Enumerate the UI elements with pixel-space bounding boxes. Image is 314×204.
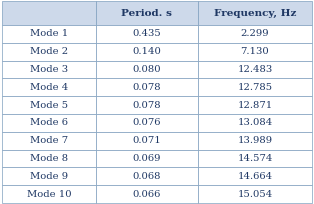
Bar [96,132,198,150]
Text: 0.140: 0.140 [133,47,161,56]
Bar [96,150,198,167]
Text: 15.054: 15.054 [237,190,273,198]
Text: Mode 10: Mode 10 [27,190,71,198]
Bar [96,1,198,25]
Text: Mode 9: Mode 9 [30,172,68,181]
Bar [2,150,96,167]
Text: 13.989: 13.989 [237,136,273,145]
Text: 0.069: 0.069 [133,154,161,163]
Bar [2,132,96,150]
Text: Mode 4: Mode 4 [30,83,68,92]
Text: 14.664: 14.664 [237,172,273,181]
Text: 0.068: 0.068 [133,172,161,181]
Text: Mode 3: Mode 3 [30,65,68,74]
Bar [2,61,96,78]
Text: Period. s: Period. s [122,9,172,18]
Text: 0.078: 0.078 [133,83,161,92]
Bar [96,61,198,78]
Bar [198,150,312,167]
Text: Mode 1: Mode 1 [30,29,68,38]
Bar [96,96,198,114]
Text: 0.066: 0.066 [133,190,161,198]
Text: Mode 6: Mode 6 [30,118,68,128]
Bar [96,167,198,185]
Text: 12.785: 12.785 [237,83,273,92]
Text: 0.078: 0.078 [133,101,161,110]
Text: 14.574: 14.574 [237,154,273,163]
Text: Mode 5: Mode 5 [30,101,68,110]
Bar [2,1,96,25]
Text: Frequency, Hz: Frequency, Hz [214,9,296,18]
Bar [198,61,312,78]
Bar [96,25,198,43]
Bar [198,114,312,132]
Bar [2,185,96,203]
Text: Mode 7: Mode 7 [30,136,68,145]
Bar [2,114,96,132]
Bar [96,185,198,203]
Bar [2,43,96,61]
Text: Mode 8: Mode 8 [30,154,68,163]
Text: 0.080: 0.080 [133,65,161,74]
Bar [198,167,312,185]
Bar [2,96,96,114]
Bar [2,25,96,43]
Text: 12.871: 12.871 [237,101,273,110]
Text: 7.130: 7.130 [241,47,269,56]
Bar [96,78,198,96]
Bar [96,114,198,132]
Text: 2.299: 2.299 [241,29,269,38]
Bar [198,1,312,25]
Text: 0.076: 0.076 [133,118,161,128]
Text: Mode 2: Mode 2 [30,47,68,56]
Bar [198,78,312,96]
Bar [96,43,198,61]
Bar [198,96,312,114]
Bar [198,25,312,43]
Text: 0.435: 0.435 [133,29,161,38]
Text: 13.084: 13.084 [237,118,273,128]
Bar [198,132,312,150]
Bar [198,43,312,61]
Bar [2,78,96,96]
Bar [198,185,312,203]
Text: 12.483: 12.483 [237,65,273,74]
Text: 0.071: 0.071 [133,136,161,145]
Bar [2,167,96,185]
